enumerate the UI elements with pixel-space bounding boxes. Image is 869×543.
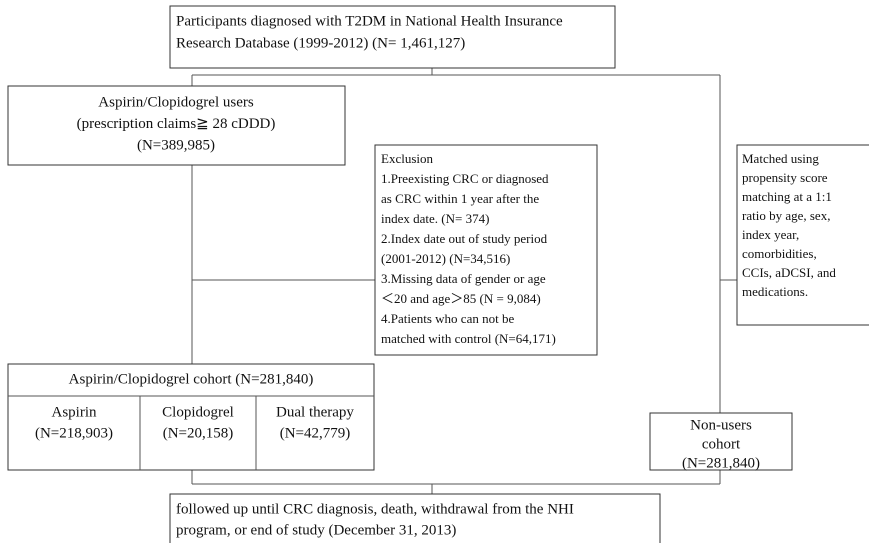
exclusion-text: as CRC within 1 year after the bbox=[381, 191, 539, 206]
nonusers-text: cohort bbox=[702, 436, 741, 452]
users-box bbox=[7, 85, 346, 166]
followup-box bbox=[169, 493, 661, 543]
group-count: (N=42,779) bbox=[280, 425, 351, 441]
matching-text: medications. bbox=[742, 284, 808, 299]
matching-box bbox=[736, 144, 869, 326]
nonusers-text: Non-users bbox=[690, 417, 752, 433]
exclusion-text: (2001-2012) (N=34,516) bbox=[381, 251, 510, 266]
group-count: (N=218,903) bbox=[35, 425, 113, 441]
matching-text: ratio by age, sex, bbox=[742, 208, 830, 223]
cohort-box bbox=[7, 363, 375, 471]
exclusion-text: matched with control (N=64,171) bbox=[381, 331, 556, 346]
nonusers-text: (N=281,840) bbox=[682, 455, 760, 471]
group-count: (N=20,158) bbox=[163, 425, 234, 441]
exclusion-text: Exclusion bbox=[381, 151, 433, 166]
matching-text: CCIs, aDCSI, and bbox=[742, 265, 836, 280]
group-name: Dual therapy bbox=[276, 404, 354, 420]
matching-text: comorbidities, bbox=[742, 246, 817, 261]
exclusion-text: 4.Patients who can not be bbox=[381, 311, 514, 326]
source-text: Research Database (1999-2012) (N= 1,461,… bbox=[176, 35, 465, 51]
nonusers-box bbox=[649, 412, 793, 471]
users-text: (N=389,985) bbox=[137, 137, 215, 153]
matching-text: Matched using bbox=[742, 151, 819, 166]
exclusion-text: 1.Preexisting CRC or diagnosed bbox=[381, 171, 549, 186]
source-box bbox=[169, 5, 616, 69]
exclusion-text: 2.Index date out of study period bbox=[381, 231, 548, 246]
matching-text: propensity score bbox=[742, 170, 828, 185]
followup-text: followed up until CRC diagnosis, death, … bbox=[176, 501, 574, 517]
cohort-title: Aspirin/Clopidogrel cohort (N=281,840) bbox=[69, 371, 314, 387]
followup-text: program, or end of study (December 31, 2… bbox=[176, 522, 456, 538]
group-name: Aspirin bbox=[52, 404, 98, 420]
exclusion-text: ＜20 and age＞85 (N = 9,084) bbox=[381, 291, 541, 306]
users-text: (prescription claims≧ 28 cDDD) bbox=[77, 116, 276, 132]
matching-text: matching at a 1:1 bbox=[742, 189, 832, 204]
users-text: Aspirin/Clopidogrel users bbox=[98, 94, 254, 110]
exclusion-text: 3.Missing data of gender or age bbox=[381, 271, 546, 286]
exclusion-box bbox=[374, 144, 598, 356]
source-text: Participants diagnosed with T2DM in Nati… bbox=[176, 13, 563, 29]
group-name: Clopidogrel bbox=[162, 404, 234, 420]
exclusion-text: index date. (N= 374) bbox=[381, 211, 489, 226]
matching-text: index year, bbox=[742, 227, 799, 242]
